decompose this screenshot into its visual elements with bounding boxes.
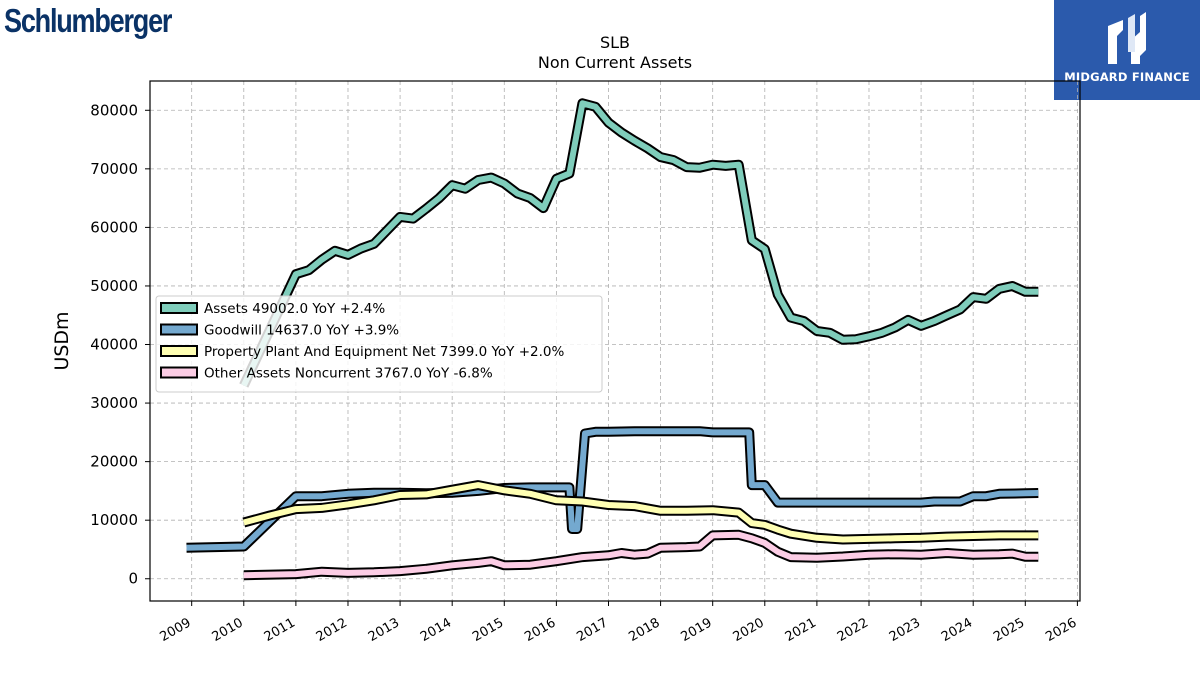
series-layer [186,98,1039,581]
legend-swatch-1 [160,323,198,336]
y-tick-label: 20000 [90,453,138,471]
legend-label-2: Property Plant And Equipment Net 7399.0 … [204,344,564,360]
midgard-finance-text: MIDGARD FINANCE [1064,70,1190,84]
legend: Assets 49002.0 YoY +2.4% Goodwill 14637.0… [155,295,603,393]
x-tick-label: 2025 [991,615,1027,645]
y-axis-label: USDm [51,311,73,370]
x-tick-label: 2017 [574,615,610,645]
plot-frame [149,80,1081,602]
legend-swatch-3 [160,366,198,379]
midgard-finance-logo: MIDGARD FINANCE [1054,0,1200,100]
legend-label-0: Assets 49002.0 YoY +2.4% [204,301,385,317]
x-tick-label: 2019 [679,615,715,645]
x-tick-label: 2013 [366,615,402,645]
legend-label-1: Goodwill 14637.0 YoY +3.9% [204,323,399,339]
legend-box [155,295,603,393]
legend-swatch-2 [160,345,198,357]
x-tick-label: 2010 [210,615,246,645]
chart-subtitle: Non Current Assets [538,53,692,72]
chart-title: SLB [600,33,630,52]
midgard-logo-mark-icon [1108,12,1146,64]
x-tick-label: 2016 [522,615,558,645]
series-line-0 [241,100,1039,387]
x-tick-label: 2012 [314,615,350,645]
y-tick-label: 70000 [90,160,138,178]
x-tick-label: 2011 [262,615,298,645]
y-tick-label: 30000 [90,394,138,412]
x-axis-ticks: 2009 2010 2011 2012 2013 2014 2015 2016 2017 2018… [158,601,1079,645]
series-outline-1 [186,426,1039,553]
y-axis-ticks: 0 10000 20000 30000 40000 50000 60000 70000 8000… [90,101,150,588]
series-line-3 [243,531,1039,579]
series-line-2 [243,482,1039,543]
x-tick-label: 2015 [470,615,506,645]
x-tick-label: 2014 [418,615,454,645]
y-tick-label: 60000 [90,218,138,236]
x-tick-label: 2026 [1043,615,1079,645]
x-tick-label: 2023 [887,615,923,645]
y-tick-label: 50000 [90,277,138,295]
series-line-1 [186,428,1039,551]
y-tick-label: 40000 [90,336,138,354]
y-tick-label: 0 [128,570,138,588]
x-tick-label: 2009 [158,615,194,645]
x-tick-label: 2024 [939,615,975,645]
y-tick-label: 80000 [90,101,138,119]
x-tick-label: 2021 [783,615,819,645]
legend-label-3: Other Assets Noncurrent 3767.0 YoY -6.8% [204,366,493,382]
legend-swatch-0 [160,302,198,314]
x-tick-label: 2022 [835,615,871,645]
schlumberger-logo: Schlumberger [4,2,172,39]
x-tick-label: 2020 [731,615,767,645]
y-tick-label: 10000 [90,511,138,529]
x-tick-label: 2018 [626,615,662,645]
